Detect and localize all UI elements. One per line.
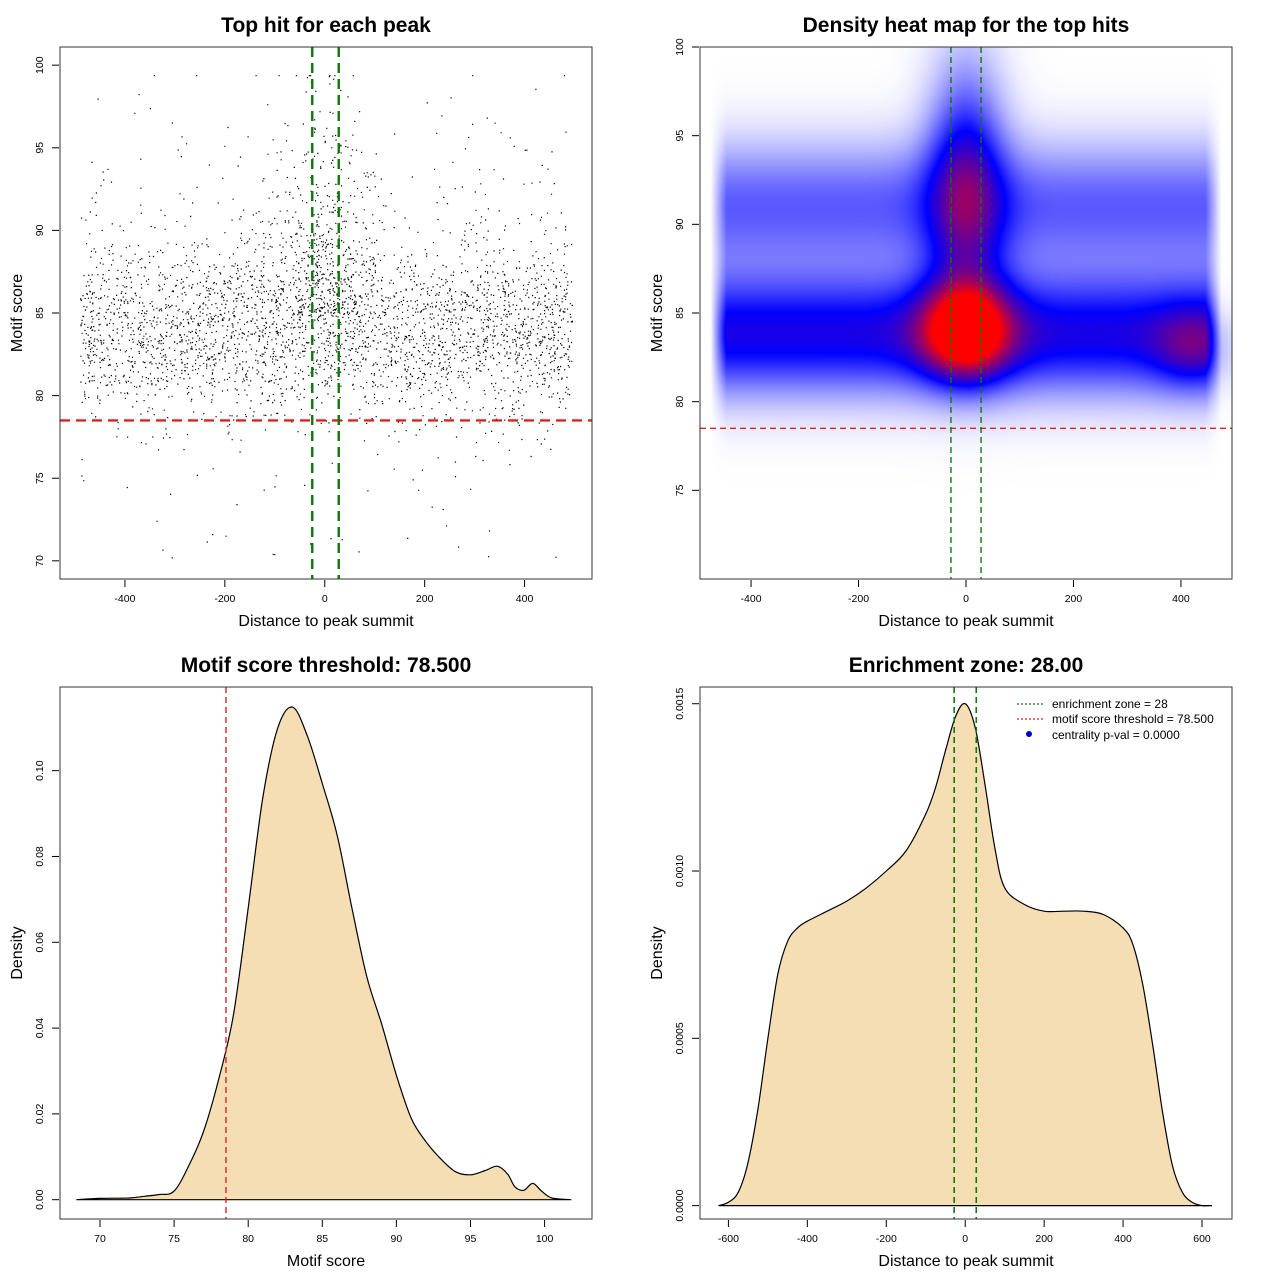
- scatter-point-cloud: [80, 75, 573, 559]
- y-tick-label: 0.0015: [674, 688, 686, 720]
- y-tick-label: 0.0010: [674, 855, 686, 887]
- heatmap-y-label: Motif score: [649, 274, 666, 352]
- y-tick-label: 95: [674, 130, 686, 142]
- y-tick-label: 85: [674, 307, 686, 319]
- y-tick-label: 95: [34, 142, 46, 154]
- heatmap-title: Density heat map for the top hits: [803, 14, 1130, 37]
- heatmap-reference-lines: [700, 47, 1232, 579]
- x-tick-label: -400: [114, 593, 135, 605]
- x-tick-label: 80: [242, 1233, 254, 1245]
- scatter-plot-frame: [59, 46, 593, 580]
- y-tick-label: 75: [674, 484, 686, 496]
- score-density-x-label: Motif score: [287, 1253, 365, 1270]
- x-tick-label: 0: [322, 593, 328, 605]
- y-tick-label: 0.0000: [674, 1189, 686, 1221]
- y-tick-label: 80: [674, 396, 686, 408]
- y-tick-label: 100: [674, 38, 686, 56]
- distance-density-title: Enrichment zone: 28.00: [849, 654, 1084, 677]
- y-tick-label: 0.04: [34, 1018, 46, 1039]
- x-tick-label: 100: [536, 1233, 554, 1245]
- x-tick-label: 90: [391, 1233, 403, 1245]
- y-tick-label: 0.06: [34, 932, 46, 953]
- scatter-points: [80, 75, 573, 559]
- y-tick-label: 70: [34, 555, 46, 567]
- y-tick-label: 100: [34, 56, 46, 74]
- y-tick-label: 0.0005: [674, 1022, 686, 1054]
- legend-marker-centrality: [1026, 731, 1032, 737]
- x-tick-label: -400: [797, 1233, 818, 1245]
- x-tick-label: 95: [465, 1233, 477, 1245]
- x-tick-label: 200: [416, 593, 434, 605]
- x-tick-label: 400: [1114, 1233, 1132, 1245]
- y-tick-label: 0.02: [34, 1104, 46, 1125]
- distance-density-x-label: Distance to peak summit: [878, 1253, 1054, 1270]
- y-tick-label: 75: [34, 472, 46, 484]
- score-density-axes: 70 75 80 85 90 95 100 0.00 0.02 0.04 0.06 0.08 0.10: [34, 760, 553, 1245]
- heatmap-x-label: Distance to peak summit: [878, 613, 1054, 630]
- legend: enrichment zone = 28 motif score thresho…: [1017, 697, 1214, 742]
- distance-density-y-label: Density: [649, 926, 666, 979]
- scatter-panel: Top hit for each peak -400 -200 0 200 400 70 7…: [9, 14, 593, 630]
- heatmap-axes: -400 -200 0 200 400 75 80 85 90 95 100: [674, 38, 1190, 605]
- y-tick-label: 0.00: [34, 1189, 46, 1210]
- x-tick-label: 85: [316, 1233, 328, 1245]
- x-tick-label: -600: [718, 1233, 739, 1245]
- score-density-plot-frame: [59, 686, 593, 1220]
- x-tick-label: 600: [1193, 1233, 1211, 1245]
- heatmap-plot-frame: [699, 46, 1233, 580]
- legend-label-score-threshold: motif score threshold = 78.500: [1052, 712, 1214, 726]
- x-tick-label: 400: [516, 593, 534, 605]
- scatter-title: Top hit for each peak: [221, 14, 431, 37]
- distance-density-area: [718, 702, 1212, 1207]
- scatter-y-label: Motif score: [9, 274, 26, 352]
- y-tick-label: 85: [34, 307, 46, 319]
- heatmap-density-canvas: [700, 47, 1232, 579]
- x-tick-label: -200: [876, 1233, 897, 1245]
- y-tick-label: 0.10: [34, 760, 46, 781]
- score-density-panel: Motif score threshold: 78.500 70 75 80 85 90…: [9, 654, 593, 1270]
- x-tick-label: -400: [741, 593, 762, 605]
- x-tick-label: -200: [848, 593, 869, 605]
- score-density-area: [76, 706, 572, 1201]
- scatter-x-label: Distance to peak summit: [238, 613, 414, 630]
- score-density-y-label: Density: [9, 926, 26, 979]
- y-tick-label: 80: [34, 390, 46, 402]
- distance-density-axes: -600 -400 -200 0 200 400 600 0.0000 0.0005 0.0010…: [674, 688, 1211, 1245]
- x-tick-label: 0: [962, 1233, 968, 1245]
- x-tick-label: 200: [1035, 1233, 1053, 1245]
- x-tick-label: 70: [94, 1233, 106, 1245]
- legend-label-enrichment-zone: enrichment zone = 28: [1052, 697, 1168, 711]
- x-tick-label: 0: [963, 593, 969, 605]
- heatmap-panel: Density heat map for the top hits -400 -2…: [649, 14, 1233, 630]
- distance-density-plot-frame: [699, 686, 1233, 1220]
- x-tick-label: -200: [214, 593, 235, 605]
- x-tick-label: 75: [168, 1233, 180, 1245]
- scatter-reference-lines: [60, 47, 592, 579]
- distance-density-panel: Enrichment zone: 28.00 -600 -400 -200 0 200 4…: [649, 654, 1233, 1270]
- legend-label-centrality: centrality p-val = 0.0000: [1052, 728, 1180, 742]
- x-tick-label: 400: [1172, 593, 1190, 605]
- score-density-title: Motif score threshold: 78.500: [181, 654, 472, 677]
- distance-density-reference-lines: [953, 687, 978, 1219]
- x-tick-label: 200: [1065, 593, 1083, 605]
- y-tick-label: 90: [674, 218, 686, 230]
- y-tick-label: 90: [34, 224, 46, 236]
- y-tick-label: 0.08: [34, 846, 46, 867]
- scatter-axes: -400 -200 0 200 400 70 75 80 85 90 95 100: [34, 56, 533, 605]
